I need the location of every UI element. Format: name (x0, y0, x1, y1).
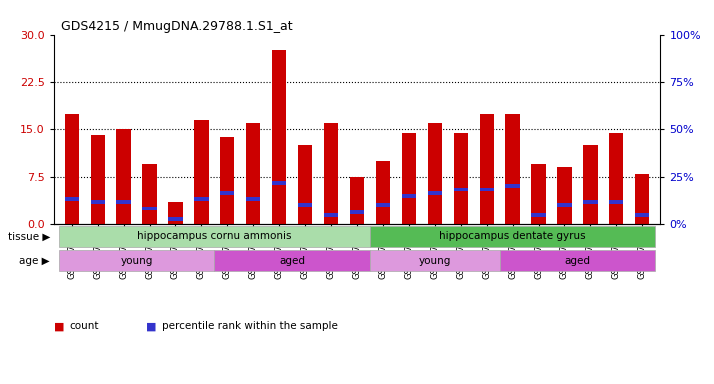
Bar (376, 204, 390, 207)
Bar (350, 177, 364, 224)
Bar (635, 174, 650, 224)
Bar (531, 164, 545, 224)
Bar (246, 197, 261, 201)
Bar (59, 250, 214, 271)
Bar (91, 134, 105, 224)
Text: GDS4215 / MmugDNA.29788.1.S1_at: GDS4215 / MmugDNA.29788.1.S1_at (61, 20, 292, 33)
Bar (298, 145, 312, 224)
Bar (59, 225, 370, 247)
Bar (376, 161, 390, 224)
Bar (272, 50, 286, 224)
Bar (506, 114, 520, 224)
Bar (91, 200, 105, 204)
Bar (531, 213, 545, 217)
Bar (506, 184, 520, 188)
Text: hippocampus dentate gyrus: hippocampus dentate gyrus (439, 232, 586, 242)
Bar (214, 250, 370, 271)
Text: aged: aged (279, 256, 305, 266)
Bar (116, 129, 131, 224)
Bar (64, 197, 79, 201)
Bar (194, 197, 208, 201)
Bar (558, 204, 572, 207)
Bar (402, 194, 416, 198)
Text: young: young (121, 256, 153, 266)
Bar (370, 225, 655, 247)
Bar (220, 191, 234, 195)
Text: age ▶: age ▶ (19, 256, 50, 266)
Bar (142, 164, 156, 224)
Bar (220, 137, 234, 224)
Bar (500, 250, 655, 271)
Text: ■: ■ (146, 321, 157, 331)
Bar (635, 213, 650, 217)
Bar (428, 191, 442, 195)
Bar (350, 210, 364, 214)
Bar (169, 202, 183, 224)
Bar (272, 181, 286, 185)
Text: percentile rank within the sample: percentile rank within the sample (162, 321, 338, 331)
Bar (609, 132, 623, 224)
Bar (246, 123, 261, 224)
Text: aged: aged (565, 256, 590, 266)
Bar (324, 123, 338, 224)
Bar (298, 204, 312, 207)
Text: young: young (418, 256, 451, 266)
Bar (609, 200, 623, 204)
Bar (64, 114, 79, 224)
Bar (402, 132, 416, 224)
Bar (583, 145, 598, 224)
Text: count: count (69, 321, 99, 331)
Bar (169, 217, 183, 221)
Bar (370, 250, 500, 271)
Bar (453, 132, 468, 224)
Text: tissue ▶: tissue ▶ (8, 232, 50, 242)
Bar (428, 123, 442, 224)
Bar (116, 200, 131, 204)
Bar (558, 167, 572, 224)
Bar (142, 207, 156, 210)
Text: hippocampus cornu ammonis: hippocampus cornu ammonis (137, 232, 291, 242)
Bar (480, 114, 494, 224)
Text: ■: ■ (54, 321, 64, 331)
Bar (324, 213, 338, 217)
Bar (194, 120, 208, 224)
Bar (583, 200, 598, 204)
Bar (480, 188, 494, 192)
Bar (453, 188, 468, 192)
